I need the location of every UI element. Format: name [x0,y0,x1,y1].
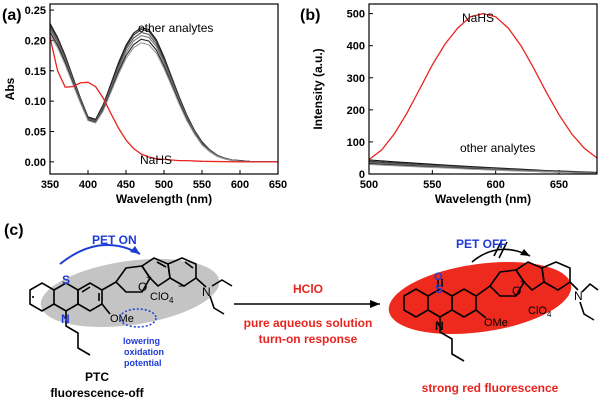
panel-b-ticks: 500 550 600 650 0 100 200 300 400 500 [347,9,569,191]
panel-1-line-analyte-6 [368,163,598,174]
lowering-line-3: potential [124,358,162,368]
ptc-amine-n: N [202,285,211,299]
panel-b-frame [368,3,598,175]
panel-b-ylabel: Intensity (a.u.) [311,48,325,129]
product-state: strong red fluorescence [422,381,559,395]
ptc-bonds [29,257,233,356]
panel-1-ytick-label-0: 0 [359,169,365,181]
condition-line-2: turn-on response [259,332,358,346]
panel-c: (c) [4,222,599,400]
product-counterion: ClO4 [528,305,552,319]
panel-b-annotation-nahs: NaHS [462,11,494,25]
pet-on-label: PET ON [92,233,137,247]
panel-b-xlabel: Wavelength (nm) [435,192,531,206]
panel-a-ticks: 350 400 450 500 550 600 650 0.00 0.05 0.10 0.15 0.2… [25,5,288,191]
ptc-charge-plus: + [146,273,152,284]
panel-1-xtick-label-3: 650 [550,179,568,191]
panel-1-xtick-label-1: 550 [423,179,441,191]
panel-1-ytick-label-5: 500 [347,9,365,21]
molecule-ptc: S N O + ClO4 − OMe N PET ON lowering oxi… [29,233,233,400]
product-charge-plus: + [520,277,526,288]
pet-off-block-2 [498,241,508,259]
pet-off-arrowhead [520,249,530,256]
panel-0-xtick-label-0: 350 [41,179,59,191]
panel-0-xtick-label-6: 650 [269,179,287,191]
panel-1-ytick-label-2: 200 [347,105,365,117]
lowering-line-1: lowering [123,336,160,346]
product-atom-n: N [435,319,444,333]
ptc-counterion: ClO4 [150,291,174,305]
panel-0-ytick-label-1: 0.05 [25,127,46,139]
panel-1-ytick-label-1: 100 [347,137,365,149]
product-bonds [403,261,599,362]
panel-0-ytick-label-0: 0.00 [25,157,46,169]
panel-1-ytick-label-4: 400 [347,41,365,53]
product-atom-o-ring: O [512,284,521,298]
panel-b-annotation-other-analytes: other analytes [460,141,535,155]
panel-a-frame [49,3,279,175]
panel-b: (b) 500 550 600 650 0 100 200 300 400 500 NaHS ot… [300,3,598,206]
product-atom-s: S [435,282,443,296]
panel-1-ytick-label-3: 300 [347,73,365,85]
panel-0-xtick-label-4: 550 [193,179,211,191]
panel-1-xtick-label-0: 500 [360,179,378,191]
panel-a-annotation-other-analytes: other analytes [138,21,213,35]
ptc-atom-n: N [61,312,70,326]
ptc-atom-o: O [138,280,147,294]
panel-a-ylabel: Abs [3,77,17,100]
panel-0-ytick-label-2: 0.10 [25,96,46,108]
panel-c-label: (c) [4,222,24,239]
panel-a-series [49,23,278,163]
panel-a-xlabel: Wavelength (nm) [116,192,212,206]
ptc-name: PTC [85,370,109,384]
pet-on-arrowhead [130,246,140,254]
pet-off-block-1 [493,239,503,257]
ptc-charge-minus: − [178,279,185,293]
panel-0-line-nahs [49,37,278,163]
lowering-dotted-ellipse [119,308,157,328]
panel-0-xtick-label-1: 400 [79,179,97,191]
reaction-arrowhead [370,300,380,308]
panel-b-series [368,12,598,174]
product-atom-o: O [434,271,443,283]
molecule-product: O S N O + ClO4 OMe N PET OFF strong red … [388,237,599,395]
condition-line-1: pure aqueous solution [244,316,373,330]
grey-ellipse [40,258,220,328]
panel-0-ytick-label-5: 0.25 [25,5,46,17]
panel-1-xtick-label-2: 600 [486,179,504,191]
pet-off-label: PET OFF [456,237,507,251]
lowering-line-2: oxidation [124,347,164,357]
panel-b-label: (b) [300,7,320,24]
panel-1-line-nahs [368,12,598,161]
product-ome: OMe [484,317,508,329]
panel-0-xtick-label-3: 500 [155,179,173,191]
panel-a-label: (a) [2,7,22,24]
product-amine-n: N [574,289,583,303]
reaction-arrow-group: HClO pure aqueous solution turn-on respo… [234,282,380,346]
panel-a: (a) 350 400 450 500 550 600 650 0.00 0.05 0.10 0.1… [2,3,288,206]
panel-0-xtick-label-5: 600 [231,179,249,191]
panel-a-annotation-nahs: NaHS [140,153,172,167]
panel-0-ytick-label-3: 0.15 [25,66,46,78]
reagent-label: HClO [293,282,323,296]
red-ellipse [388,261,572,335]
ptc-ome: OMe [110,313,134,325]
panel-0-xtick-label-2: 450 [117,179,135,191]
panel-0-ytick-label-4: 0.20 [25,35,46,47]
ptc-atom-s: S [62,273,70,287]
ptc-state: fluorescence-off [50,386,144,400]
